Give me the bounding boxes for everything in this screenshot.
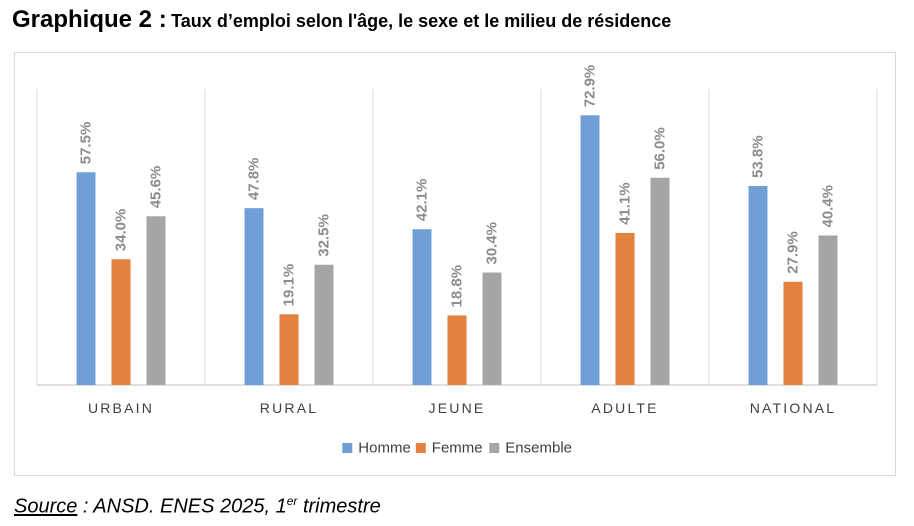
bar-homme [748, 185, 768, 385]
bar-ensemble [818, 235, 838, 385]
data-label: 53.8% [750, 135, 767, 178]
data-label: 34.0% [113, 209, 130, 252]
data-label: 30.4% [484, 222, 501, 265]
data-label: 72.9% [582, 65, 599, 108]
bar-femme [111, 259, 131, 385]
data-label: 40.4% [820, 185, 837, 228]
source-sup: er [286, 494, 298, 508]
bar-homme [412, 229, 432, 385]
source-text: : ANSD. ENES 2025, 1 [77, 495, 287, 518]
data-label: 32.5% [316, 214, 333, 257]
data-label: 42.1% [414, 179, 431, 222]
source-tail: trimestre [297, 495, 381, 518]
legend-label: Femme [432, 440, 483, 457]
chart-frame: 57.5% 34.0% 45.6% URBAIN 47.8% 19.1% 32.5% RURA… [14, 52, 896, 476]
bar-ensemble [482, 272, 502, 385]
legend-swatch-ensemble [489, 443, 500, 453]
x-tick-label: URBAIN [88, 400, 154, 416]
figure-number: Graphique 2 : [12, 6, 167, 33]
x-tick-label: JEUNE [429, 400, 486, 416]
source-note: Source : ANSD. ENES 2025, 1er trimestre [14, 494, 381, 519]
x-tick-label: RURAL [260, 400, 318, 416]
bar-femme [783, 281, 803, 385]
data-label: 41.1% [617, 182, 634, 225]
data-label: 56.0% [652, 127, 669, 170]
data-label: 18.8% [449, 265, 466, 308]
bar-femme [279, 314, 299, 385]
x-tick-label: NATIONAL [750, 400, 837, 416]
bar-femme [615, 232, 635, 385]
chart-heading: Graphique 2 : Taux d’emploi selon l'âge,… [12, 6, 671, 34]
data-label: 19.1% [281, 264, 298, 307]
data-label: 57.5% [78, 122, 95, 165]
legend-swatch-femme [415, 443, 426, 453]
source-label: Source [14, 495, 78, 518]
bar-ensemble [146, 216, 166, 385]
data-label: 45.6% [148, 166, 165, 209]
bar-homme [580, 115, 600, 385]
chart-title: Taux d’emploi selon l'âge, le sexe et le… [171, 11, 672, 31]
bar-homme [76, 172, 96, 385]
bar-homme [244, 208, 264, 385]
x-tick-label: ADULTE [591, 400, 658, 416]
bar-ensemble [314, 264, 334, 385]
legend-label: Ensemble [505, 440, 572, 457]
legend-swatch-homme [342, 443, 353, 453]
bar-femme [447, 315, 467, 385]
data-label: 47.8% [246, 158, 263, 201]
bar-ensemble [650, 177, 670, 385]
bar-chart: 57.5% 34.0% 45.6% URBAIN 47.8% 19.1% 32.5% RURA… [36, 65, 878, 457]
legend-label: Homme [358, 440, 411, 457]
data-label: 27.9% [785, 231, 802, 274]
